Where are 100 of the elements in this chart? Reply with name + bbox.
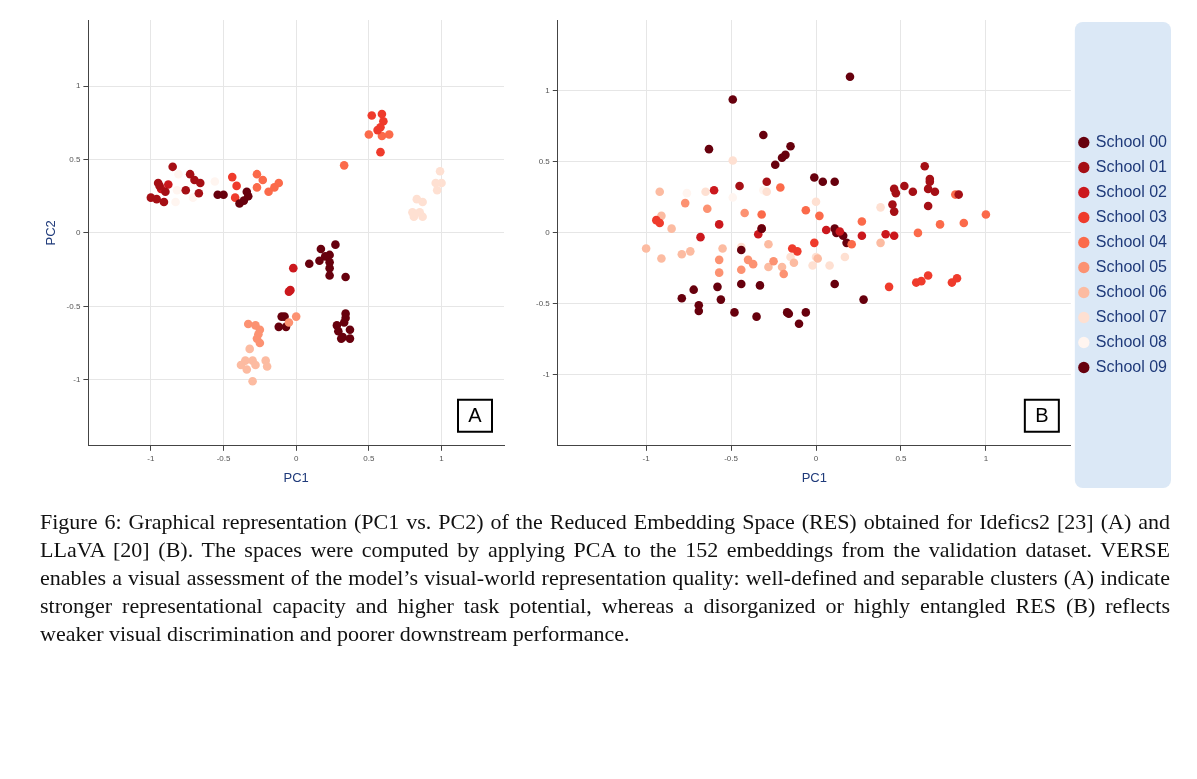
legend-label: School 07 (1095, 307, 1168, 325)
x-tick-label: 1 (439, 453, 445, 463)
point (714, 268, 724, 277)
point (764, 262, 773, 272)
point (255, 338, 265, 348)
point (913, 228, 923, 238)
legend-label: School 00 (1095, 132, 1168, 150)
point (776, 183, 785, 192)
point (339, 161, 349, 170)
legend-label: School 08 (1095, 332, 1168, 350)
point (777, 153, 787, 162)
point (889, 207, 899, 216)
x-axis-title: PC1 (283, 469, 309, 485)
point (728, 193, 738, 202)
point (172, 186, 182, 195)
point (923, 184, 933, 194)
point (252, 183, 262, 192)
point (689, 285, 698, 294)
point (242, 187, 252, 197)
point (891, 188, 901, 198)
point (736, 279, 746, 289)
point (364, 130, 374, 139)
x-tick-label: 0.5 (363, 453, 375, 463)
point (159, 197, 169, 207)
point (655, 187, 665, 197)
point (810, 238, 819, 248)
point (704, 144, 714, 154)
point (702, 204, 712, 214)
x-tick-label: -1 (147, 453, 155, 463)
point (786, 142, 795, 151)
point (847, 239, 856, 249)
annotation: A (468, 404, 483, 427)
point (188, 193, 198, 202)
x-tick-label: -1 (642, 453, 651, 463)
point (808, 261, 817, 270)
point (923, 271, 933, 280)
annotation: B (1035, 404, 1049, 427)
point (859, 295, 868, 304)
point (264, 187, 273, 197)
point (331, 240, 340, 249)
point (325, 271, 334, 280)
point (657, 254, 666, 263)
point (245, 344, 254, 354)
point (845, 72, 855, 82)
point (801, 308, 811, 317)
point (764, 239, 773, 249)
point (262, 362, 272, 371)
point (677, 293, 687, 303)
point (930, 187, 940, 197)
point (757, 210, 766, 219)
point (786, 252, 795, 262)
legend-label: School 01 (1095, 157, 1168, 175)
point (384, 130, 394, 139)
point (168, 162, 177, 172)
point (857, 231, 867, 241)
point (341, 272, 350, 282)
x-tick-label: 0 (813, 453, 819, 463)
point (748, 259, 758, 269)
point (959, 218, 969, 228)
point (888, 200, 897, 209)
y-tick-label: -1 (73, 374, 81, 384)
point (815, 211, 824, 221)
point (418, 212, 427, 222)
point (641, 244, 651, 253)
point (830, 279, 839, 289)
point (686, 247, 695, 256)
point (752, 312, 761, 321)
point (251, 360, 260, 370)
point (709, 186, 719, 195)
point (881, 230, 890, 239)
y-tick-label: 0 (545, 228, 551, 238)
point (762, 177, 772, 187)
point (825, 261, 834, 270)
point (810, 173, 819, 182)
point (801, 205, 811, 215)
legend-label: School 06 (1095, 282, 1168, 300)
point (769, 256, 778, 266)
point (917, 276, 926, 286)
point (818, 177, 828, 187)
point (923, 201, 933, 211)
point (935, 220, 945, 229)
point (304, 259, 314, 269)
point (195, 178, 205, 188)
legend-label: School 04 (1095, 232, 1168, 250)
point (981, 210, 991, 219)
point (730, 308, 739, 317)
point (243, 319, 253, 329)
point (794, 319, 804, 329)
point (714, 220, 724, 229)
point (811, 197, 821, 206)
point (219, 190, 228, 200)
point (770, 160, 780, 170)
legend-label: School 05 (1095, 257, 1168, 275)
x-axis-title: PC1 (801, 469, 827, 485)
point (345, 325, 355, 335)
y-tick-label: -0.5 (66, 301, 81, 311)
point (315, 256, 324, 266)
point (194, 188, 204, 198)
point (840, 252, 850, 262)
point (714, 255, 724, 265)
